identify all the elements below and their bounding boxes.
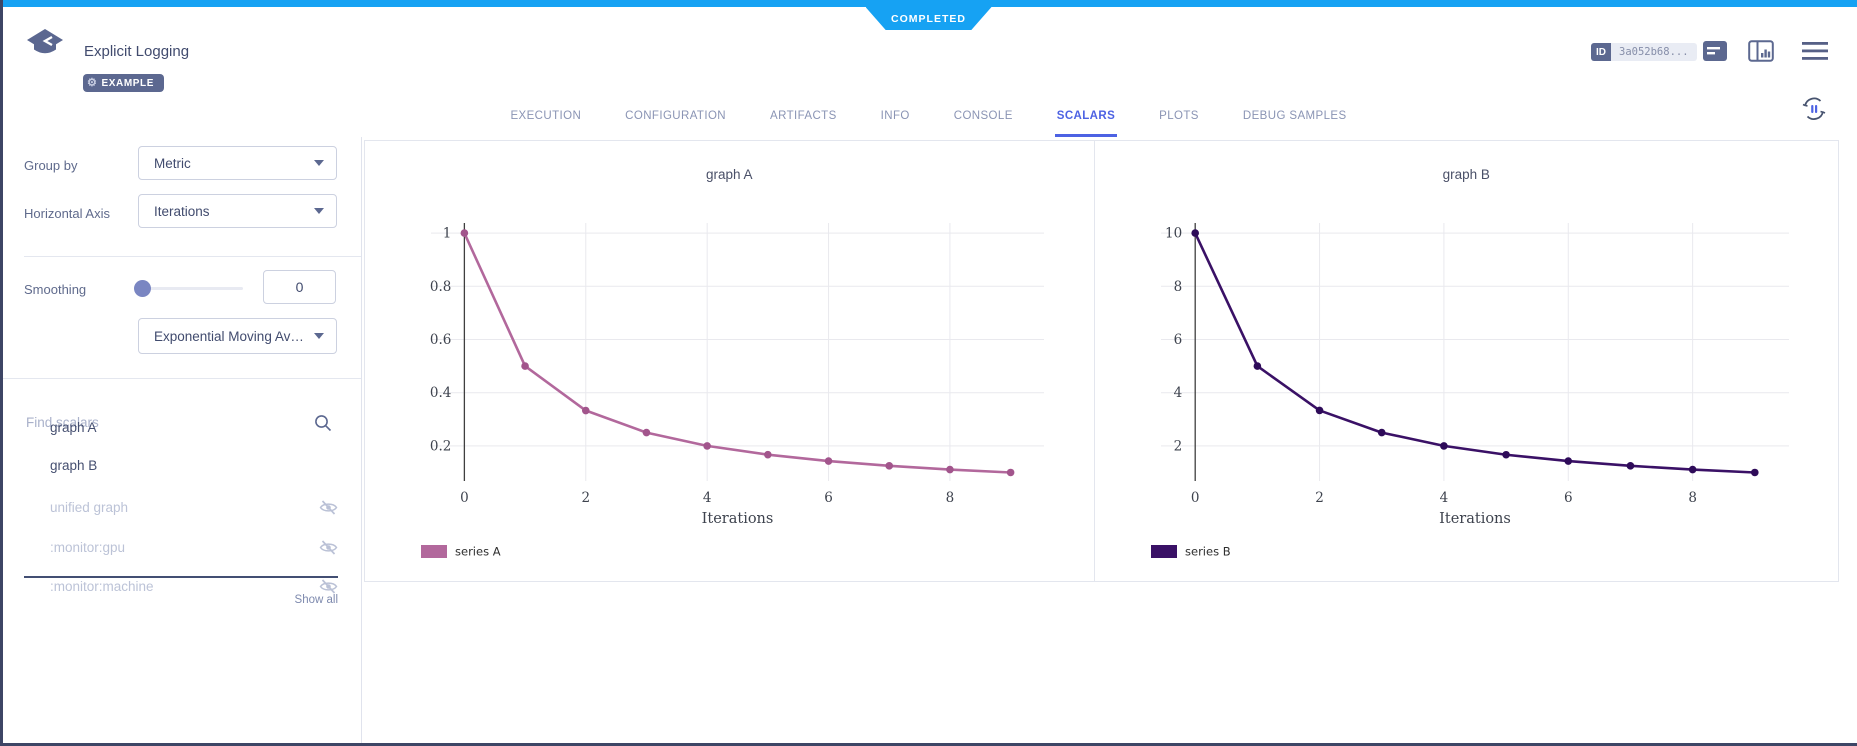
eye-off-icon[interactable] — [319, 539, 338, 561]
chart-card-graph-b: graph B 2 4 6 8 10 0 2 4 6 8 Iterations series B — [1093, 141, 1839, 583]
svg-text:2: 2 — [1173, 438, 1182, 454]
id-value[interactable]: 3a052b68... — [1611, 43, 1697, 61]
window-left-edge — [0, 0, 3, 746]
chart-title: graph A — [705, 167, 753, 182]
svg-text:2: 2 — [581, 490, 590, 506]
x-axis-title: Iterations — [1439, 511, 1511, 527]
id-label: ID — [1591, 43, 1611, 61]
window-bottom-edge — [0, 743, 1857, 746]
eye-off-icon[interactable] — [319, 578, 338, 600]
sidebar-divider — [24, 256, 361, 257]
svg-text:4: 4 — [1173, 385, 1182, 401]
example-badge: ⚙ EXAMPLE — [83, 74, 165, 92]
legend-label: series A — [455, 545, 501, 559]
show-all-link[interactable]: Show all — [294, 594, 338, 606]
sidebar-divider — [0, 378, 361, 379]
svg-text:0: 0 — [1190, 490, 1199, 506]
gear-icon: ⚙ — [87, 76, 98, 89]
eye-off-icon[interactable] — [319, 499, 338, 521]
id-badge[interactable]: ID 3a052b68... — [1591, 43, 1697, 61]
svg-text:2: 2 — [1315, 490, 1324, 506]
status-badge: COMPLETED — [865, 7, 992, 30]
svg-text:6: 6 — [1563, 490, 1572, 506]
chart-title: graph B — [1442, 167, 1490, 182]
tab-configuration[interactable]: CONFIGURATION — [625, 110, 726, 122]
svg-text:6: 6 — [824, 490, 833, 506]
group-by-select[interactable]: Metric — [138, 146, 337, 180]
search-icon[interactable] — [314, 414, 333, 438]
chevron-down-icon — [314, 333, 324, 339]
legend[interactable]: series A — [421, 545, 501, 559]
tab-execution[interactable]: EXECUTION — [510, 110, 582, 122]
details-view-icon[interactable] — [1702, 40, 1728, 67]
smoothing-slider-handle[interactable] — [134, 280, 151, 297]
smoothing-label: Smoothing — [24, 282, 87, 297]
svg-text:0: 0 — [460, 490, 469, 506]
auto-refresh-button[interactable] — [1799, 95, 1829, 128]
find-scalars-input[interactable] — [24, 414, 308, 431]
legend[interactable]: series B — [1150, 545, 1231, 559]
scalar-item-unified-graph[interactable]: unified graph — [50, 500, 129, 515]
horizontal-axis-value: Iterations — [154, 203, 210, 219]
svg-text:8: 8 — [946, 490, 955, 506]
scalar-item--monitor-gpu[interactable]: :monitor:gpu — [50, 540, 126, 555]
scalar-item-graph-B[interactable]: graph B — [50, 458, 98, 473]
chevron-down-icon — [314, 208, 324, 214]
group-by-value: Metric — [154, 155, 191, 171]
svg-text:10: 10 — [1165, 226, 1182, 242]
svg-text:8: 8 — [1173, 279, 1182, 295]
charts-area: graph A 0.2 0.4 0.6 0.8 1 0 2 4 6 8 Iterations serie… — [364, 140, 1839, 582]
tab-scalars[interactable]: SCALARS — [1054, 110, 1118, 137]
tab-bar: EXECUTION CONFIGURATION ARTIFACTS INFO CONSO… — [0, 100, 1857, 137]
svg-text:0.4: 0.4 — [430, 385, 451, 401]
svg-text:0.8: 0.8 — [430, 279, 451, 295]
svg-text:0.6: 0.6 — [430, 332, 451, 348]
svg-text:4: 4 — [703, 490, 712, 506]
tab-plots[interactable]: PLOTS — [1159, 110, 1199, 122]
app-logo-icon — [26, 28, 64, 69]
smoothing-value-input[interactable] — [263, 270, 336, 304]
tab-console[interactable]: CONSOLE — [953, 110, 1013, 122]
search-underline — [24, 576, 338, 578]
svg-text:4: 4 — [1439, 490, 1448, 506]
svg-text:8: 8 — [1688, 490, 1697, 506]
svg-text:0.2: 0.2 — [430, 438, 451, 454]
x-axis-title: Iterations — [702, 511, 774, 527]
tab-info[interactable]: INFO — [880, 110, 910, 122]
horizontal-axis-label: Horizontal Axis — [24, 206, 110, 221]
chart-plot[interactable]: 2 4 6 8 10 0 2 4 6 8 Iterations series B — [1095, 141, 1839, 583]
scalars-sidebar: Group by Metric Horizontal Axis Iteratio… — [0, 137, 362, 746]
top-accent-bar — [0, 0, 1857, 7]
tab-debug-samples[interactable]: DEBUG SAMPLES — [1242, 110, 1347, 122]
svg-text:6: 6 — [1173, 332, 1182, 348]
horizontal-axis-select[interactable]: Iterations — [138, 194, 337, 228]
example-badge-label: EXAMPLE — [101, 77, 155, 89]
group-by-label: Group by — [24, 158, 78, 173]
chart-card-graph-a: graph A 0.2 0.4 0.6 0.8 1 0 2 4 6 8 Iterations serie… — [365, 141, 1094, 581]
chart-plot[interactable]: 0.2 0.4 0.6 0.8 1 0 2 4 6 8 Iterations series A — [365, 141, 1094, 583]
menu-button[interactable] — [1802, 42, 1828, 66]
status-text: COMPLETED — [891, 12, 966, 25]
chevron-down-icon — [314, 160, 324, 166]
svg-text:1: 1 — [443, 226, 452, 242]
experiment-title: Explicit Logging — [84, 43, 190, 60]
tab-artifacts[interactable]: ARTIFACTS — [770, 110, 837, 122]
scalar-item-graph-A[interactable]: graph A — [50, 420, 97, 435]
split-view-icon[interactable] — [1748, 40, 1774, 67]
smoothing-slider-track[interactable] — [143, 287, 243, 290]
smoothing-type-select[interactable]: Exponential Moving Ave... — [138, 318, 337, 354]
scalar-item--monitor-machine[interactable]: :monitor:machine — [50, 579, 154, 594]
legend-label: series B — [1185, 545, 1231, 559]
smoothing-type-value: Exponential Moving Ave... — [154, 328, 308, 344]
